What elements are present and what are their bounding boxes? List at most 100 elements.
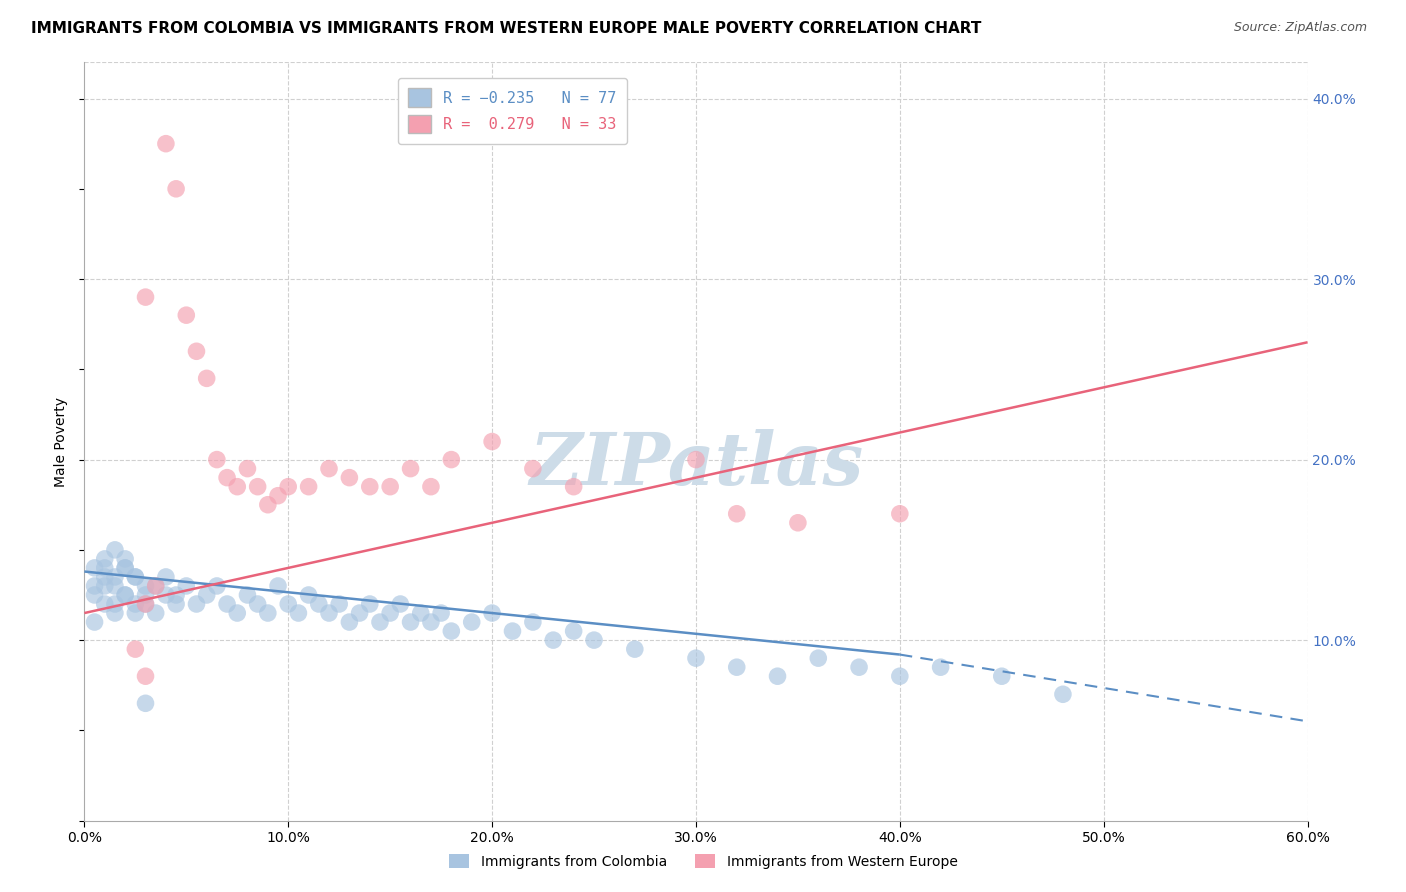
Point [399, 461, 422, 475]
Point [339, 470, 361, 484]
Point [368, 615, 391, 629]
Point [135, 696, 157, 710]
Point [380, 606, 402, 620]
Point [205, 579, 228, 593]
Point [420, 480, 443, 494]
Point [725, 507, 748, 521]
Point [359, 480, 381, 494]
Legend: Immigrants from Colombia, Immigrants from Western Europe: Immigrants from Colombia, Immigrants fro… [443, 848, 963, 874]
Point [104, 570, 127, 584]
Point [114, 561, 136, 575]
Text: ZIPatlas: ZIPatlas [529, 429, 863, 500]
Point [135, 597, 157, 611]
Point [205, 452, 228, 467]
Point [165, 597, 187, 611]
Point [114, 588, 136, 602]
Point [155, 136, 177, 151]
Point [114, 561, 136, 575]
Point [685, 452, 707, 467]
Point [481, 434, 503, 449]
Legend: R = −0.235   N = 77, R =  0.279   N = 33: R = −0.235 N = 77, R = 0.279 N = 33 [398, 78, 627, 144]
Point [114, 552, 136, 566]
Point [104, 606, 127, 620]
Point [562, 624, 585, 639]
Point [124, 642, 146, 657]
Point [624, 642, 647, 657]
Point [135, 579, 157, 593]
Point [186, 344, 208, 359]
Point [217, 597, 239, 611]
Point [104, 542, 127, 557]
Point [195, 588, 218, 602]
Point [135, 669, 157, 683]
Point [93, 561, 115, 575]
Point [430, 606, 453, 620]
Point [543, 633, 565, 648]
Point [257, 498, 280, 512]
Point [298, 588, 321, 602]
Point [339, 615, 361, 629]
Point [83, 579, 105, 593]
Point [1052, 687, 1074, 701]
Point [93, 579, 115, 593]
Point [277, 597, 299, 611]
Point [217, 470, 239, 484]
Point [93, 570, 115, 584]
Point [83, 561, 105, 575]
Point [83, 588, 105, 602]
Point [522, 461, 544, 475]
Point [848, 660, 870, 674]
Point [481, 606, 503, 620]
Point [929, 660, 952, 674]
Point [174, 308, 197, 322]
Point [155, 570, 177, 584]
Point [124, 606, 146, 620]
Point [246, 597, 269, 611]
Point [155, 588, 177, 602]
Point [124, 570, 146, 584]
Point [93, 597, 115, 611]
Point [787, 516, 810, 530]
Point [267, 579, 290, 593]
Point [461, 615, 484, 629]
Point [562, 480, 585, 494]
Text: IMMIGRANTS FROM COLOMBIA VS IMMIGRANTS FROM WESTERN EUROPE MALE POVERTY CORRELAT: IMMIGRANTS FROM COLOMBIA VS IMMIGRANTS F… [31, 21, 981, 37]
Point [195, 371, 218, 385]
Point [257, 606, 280, 620]
Point [165, 588, 187, 602]
Point [807, 651, 830, 665]
Point [889, 669, 911, 683]
Point [298, 480, 321, 494]
Point [135, 290, 157, 304]
Point [104, 597, 127, 611]
Point [145, 579, 167, 593]
Point [267, 489, 290, 503]
Point [236, 588, 259, 602]
Point [165, 182, 187, 196]
Point [409, 606, 432, 620]
Point [318, 606, 340, 620]
Point [399, 615, 422, 629]
Point [380, 480, 402, 494]
Point [440, 624, 463, 639]
Point [522, 615, 544, 629]
Point [135, 597, 157, 611]
Point [308, 597, 330, 611]
Point [277, 480, 299, 494]
Point [226, 480, 249, 494]
Point [583, 633, 606, 648]
Point [114, 588, 136, 602]
Point [359, 597, 381, 611]
Point [349, 606, 371, 620]
Point [93, 552, 115, 566]
Point [389, 597, 412, 611]
Point [246, 480, 269, 494]
Point [991, 669, 1014, 683]
Point [145, 579, 167, 593]
Point [145, 606, 167, 620]
Point [685, 651, 707, 665]
Point [124, 570, 146, 584]
Point [135, 588, 157, 602]
Point [440, 452, 463, 467]
Point [226, 606, 249, 620]
